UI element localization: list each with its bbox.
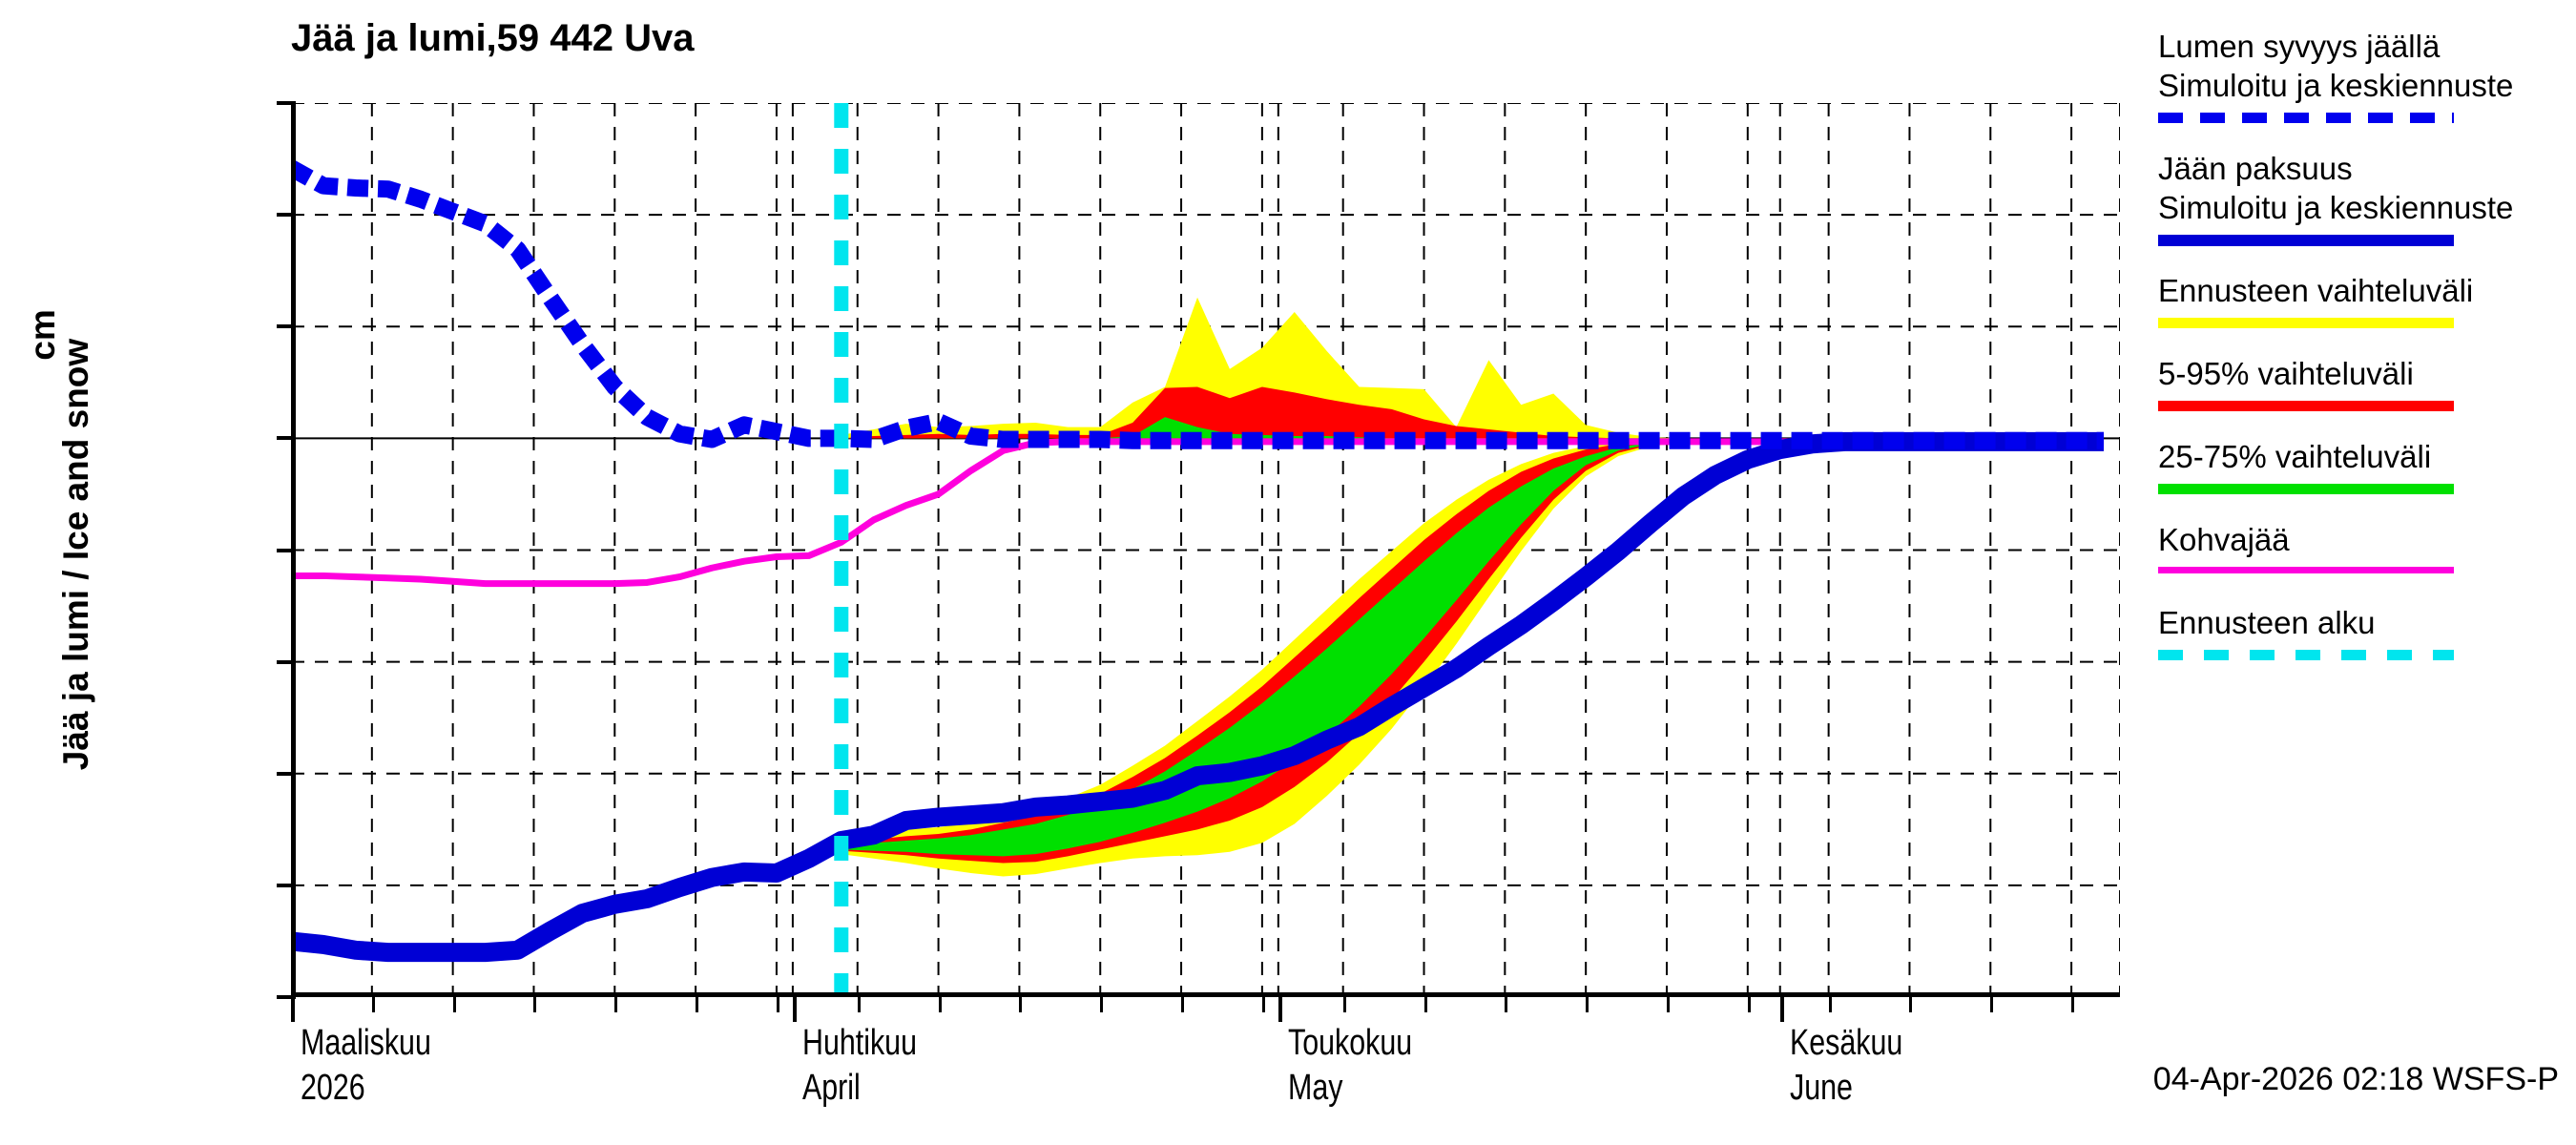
legend-item-swatch: [2158, 235, 2454, 246]
x-tick-mark: [452, 997, 456, 1012]
band-snow-5-95: [841, 386, 1748, 439]
x-tick-mark: [1100, 997, 1104, 1012]
page-title: Jää ja lumi,59 442 Uva: [291, 17, 695, 59]
x-tick-mark: [1586, 997, 1589, 1012]
x-label-fi: Huhtikuu: [801, 1023, 917, 1063]
legend-item-swatch: [2158, 484, 2454, 494]
series-line-slush-ice: [291, 438, 2105, 588]
x-tick-mark: [696, 997, 699, 1012]
band-ice-25-75: [841, 441, 1813, 857]
legend-item-title: 5-95% vaihteluväli: [2158, 356, 2414, 391]
chart-canvas: [291, 103, 2120, 997]
series-line-ice-thickness: [291, 431, 2105, 963]
x-tick-mark: [1909, 997, 1913, 1012]
x-tick-mark: [1181, 997, 1185, 1012]
x-tick-mark: [1828, 997, 1832, 1012]
y-tick-mark: [277, 324, 296, 329]
x-tick-mark: [533, 997, 537, 1012]
y-tick-mark: [277, 436, 296, 441]
plot-area: [291, 103, 2120, 997]
x-tick-mark: [1666, 997, 1670, 1012]
x-label-en: April: [801, 1068, 861, 1108]
x-tick-mark: [614, 997, 618, 1012]
x-axis-month-label: Toukokuu May: [1288, 1021, 1412, 1111]
y-tick-mark: [277, 771, 296, 776]
legend-item-subtitle: Simuloitu ja keskiennuste: [2158, 68, 2514, 103]
x-tick-mark: [1747, 997, 1751, 1012]
x-label-fi: Maaliskuu: [301, 1023, 431, 1063]
y-tick-mark: [277, 101, 296, 105]
y-tick-mark: [277, 995, 296, 999]
y-tick-mark: [277, 883, 296, 887]
y-tick-mark: [277, 548, 296, 552]
legend-item-swatch: [2158, 567, 2454, 573]
footer-timestamp: 04-Apr-2026 02:18 WSFS-P: [2152, 1061, 2559, 1097]
x-tick-mark: [1505, 997, 1508, 1012]
x-label-fi: Kesäkuu: [1789, 1023, 1903, 1063]
legend-item-swatch: [2158, 318, 2454, 328]
x-tick-mark: [1261, 997, 1265, 1012]
legend-item-title: Kohvajää: [2158, 522, 2290, 557]
legend-item-title: 25-75% vaihteluväli: [2158, 439, 2432, 474]
legend-item-subtitle: Simuloitu ja keskiennuste: [2158, 190, 2514, 225]
x-tick-mark: [857, 997, 861, 1012]
x-tick-mark: [1019, 997, 1023, 1012]
y-tick-mark: [277, 213, 296, 218]
legend-item-title: Ennusteen alku: [2158, 605, 2376, 640]
x-tick-mark: [1779, 997, 1784, 1022]
x-tick-mark: [371, 997, 375, 1012]
legend-item-swatch: [2158, 113, 2454, 123]
y-axis-unit: cm: [23, 309, 62, 361]
legend-item-swatch: [2158, 401, 2454, 411]
x-tick-mark: [1990, 997, 1994, 1012]
legend-item-title: Ennusteen vaihteluväli: [2158, 273, 2474, 308]
x-label-en: 2026: [301, 1068, 365, 1108]
x-axis-month-label: Huhtikuu April: [802, 1021, 917, 1111]
x-tick-mark: [938, 997, 942, 1012]
x-tick-mark: [792, 997, 797, 1022]
x-label-en: May: [1287, 1068, 1343, 1108]
x-tick-mark: [1278, 997, 1282, 1022]
x-axis-month-label: Kesäkuu June: [1790, 1021, 1902, 1111]
x-label-en: June: [1789, 1068, 1853, 1108]
legend-item-title: Jään paksuus: [2158, 151, 2353, 186]
x-tick-mark: [1342, 997, 1346, 1012]
legend-item-title: Lumen syvyys jäällä: [2158, 29, 2441, 64]
y-tick-mark: [277, 659, 296, 664]
x-tick-mark: [291, 997, 295, 1022]
x-tick-mark: [2071, 997, 2075, 1012]
x-axis-month-label: Maaliskuu 2026: [301, 1021, 431, 1111]
x-tick-mark: [1423, 997, 1427, 1012]
x-label-fi: Toukokuu: [1287, 1023, 1412, 1063]
band-snow-full-range: [841, 297, 1748, 439]
series-line-snow-depth: [291, 160, 2105, 449]
x-tick-mark: [776, 997, 779, 1012]
legend-item-swatch: [2158, 650, 2454, 660]
